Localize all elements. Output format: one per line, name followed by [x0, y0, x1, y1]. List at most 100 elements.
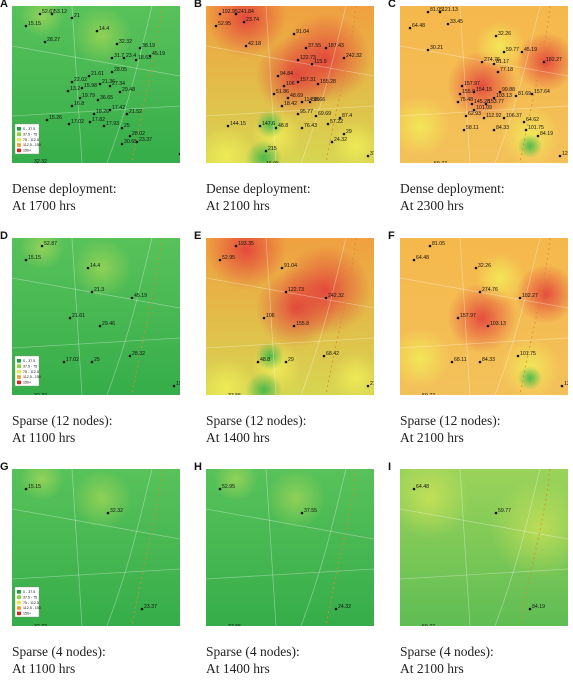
node-value-label: 157.97 — [460, 313, 476, 319]
sensor-node — [108, 108, 112, 112]
panel-caption: Sparse (12 nodes): At 1400 hrs — [206, 412, 386, 446]
sensor-node — [172, 384, 176, 388]
node-value-label: 15.98 — [84, 83, 97, 89]
sensor-node — [524, 128, 528, 132]
legend-label: 37.5 - 75 — [23, 595, 37, 599]
node-value-label: 59.77 — [506, 47, 519, 53]
node-value-label: 48.69 — [290, 93, 303, 99]
caption-deployment: Dense deployment: — [12, 181, 117, 196]
panel-caption: Dense deployment: At 2300 hrs — [400, 180, 573, 214]
node-value-label: 155.28 — [320, 79, 336, 85]
legend-swatch — [17, 148, 21, 153]
node-value-label: 215 — [268, 146, 277, 152]
node-value-label: 28.27 — [47, 37, 60, 43]
node-value-label: 23.37 — [144, 604, 157, 610]
sensor-node — [530, 92, 534, 96]
caption-time: At 1700 hrs — [12, 198, 76, 213]
sensor-node — [464, 114, 468, 118]
node-value-label: 25 — [94, 357, 100, 363]
panel-caption: Sparse (4 nodes): At 2100 hrs — [400, 643, 573, 677]
node-value-label: 23.37 — [139, 137, 152, 143]
node-value-label: 15 — [176, 381, 180, 387]
legend-swatch — [17, 132, 21, 136]
sensor-node — [70, 16, 74, 20]
node-value-label: 15.15 — [28, 255, 41, 261]
sensor-node — [244, 44, 248, 48]
legend-swatch — [17, 127, 21, 131]
sensor-node — [218, 487, 222, 491]
sensor-node — [492, 62, 496, 66]
sensor-node — [24, 487, 28, 491]
caption-time: At 2100 hrs — [400, 661, 464, 676]
map-panel-d: D 52.87 15.15 14.4 21.3 45.19 21.61 29.46 17.02 2… — [0, 230, 180, 395]
map-panel-g: G 15.15 32.32 23.37 32.32 0 - 37.537.5 - 75 75… — [0, 461, 180, 626]
caption-deployment: Sparse (4 nodes): — [206, 644, 300, 659]
legend-label: 0 - 37.5 — [23, 590, 35, 594]
node-value-label: 21 — [74, 13, 80, 19]
node-value-label: 125 — [564, 381, 568, 387]
node-value-label: 19.79 — [82, 93, 95, 99]
sensor-node — [90, 360, 94, 364]
node-value-label: 192.95 — [222, 9, 238, 15]
node-value-label: 182.27 — [522, 293, 538, 299]
node-value-label: 64.62 — [526, 117, 539, 123]
sensor-node — [95, 29, 99, 33]
node-value-label: 115.9 — [314, 59, 327, 65]
sensor-node — [86, 266, 90, 270]
node-value-label: 17.02 — [71, 119, 84, 125]
legend-label: 37.5 - 75 — [23, 132, 37, 136]
legend-swatch — [17, 380, 21, 385]
sensor-node — [272, 92, 276, 96]
node-value-label: 91.04 — [284, 263, 297, 269]
legend-swatch — [17, 359, 21, 363]
legend-swatch — [17, 606, 21, 610]
sensor-node — [115, 42, 119, 46]
sensor-node — [438, 10, 442, 14]
sensor-node — [24, 258, 28, 262]
node-value-label: 64.48 — [412, 23, 425, 29]
node-value-label: 121.13 — [442, 7, 458, 13]
node-value-label: 24.32 — [338, 604, 351, 610]
node-value-label: 18.26 — [96, 109, 109, 115]
node-value-label: 215 — [370, 381, 374, 387]
node-value-label: 81.17 — [496, 59, 509, 65]
sensor-node — [88, 120, 92, 124]
sensor-node — [514, 94, 518, 98]
node-value-label: 114.96 — [304, 97, 320, 103]
sensor-node — [284, 290, 288, 294]
node-value-label: 17.02 — [66, 357, 79, 363]
map-panel-h: H 52.95 37.55 24.32 37.55 — [194, 461, 374, 626]
node-value-label: 37.55 — [308, 43, 321, 49]
sensor-node — [296, 58, 300, 62]
node-value-label: 103.13 — [490, 321, 506, 327]
node-value-label: 15.15 — [28, 21, 41, 27]
sensor-node — [316, 82, 320, 86]
map-panel-f: F 81.05 64.48 32.26 274.76 182.27 157.97 103.13… — [388, 230, 568, 395]
legend-swatch — [17, 595, 21, 599]
node-value-label: 29.46 — [102, 321, 115, 327]
sensor-node — [474, 266, 478, 270]
node-value-label: 101.75 — [520, 351, 536, 357]
caption-deployment: Sparse (12 nodes): — [206, 413, 307, 428]
sensor-node — [426, 48, 430, 52]
node-value-label: 144.15 — [230, 121, 246, 127]
node-value-label: 112.92 — [486, 113, 502, 119]
node-value-label: 17.82 — [92, 117, 105, 123]
sensor-node — [496, 70, 500, 74]
node-value-label: 27.34 — [112, 81, 125, 87]
panel-caption: Dense deployment: At 1700 hrs — [12, 180, 192, 214]
node-value-label: 18.63 — [138, 55, 151, 61]
node-value-label: 84.19 — [532, 604, 545, 610]
legend-swatch — [17, 369, 21, 374]
sensor-node — [102, 124, 106, 128]
node-value-label: 45.19 — [524, 47, 537, 53]
node-value-label: 52.95 — [222, 255, 235, 261]
node-value-label: 22.02 — [74, 77, 87, 83]
panel-caption: Sparse (12 nodes): At 2100 hrs — [400, 412, 573, 446]
caption-time: At 1400 hrs — [206, 430, 270, 445]
node-value-label: 32.32 — [119, 39, 132, 45]
sensor-node — [446, 22, 450, 26]
legend-swatch — [17, 600, 21, 605]
node-value-label: 157.64 — [534, 89, 550, 95]
panel-letter: I — [388, 461, 392, 473]
